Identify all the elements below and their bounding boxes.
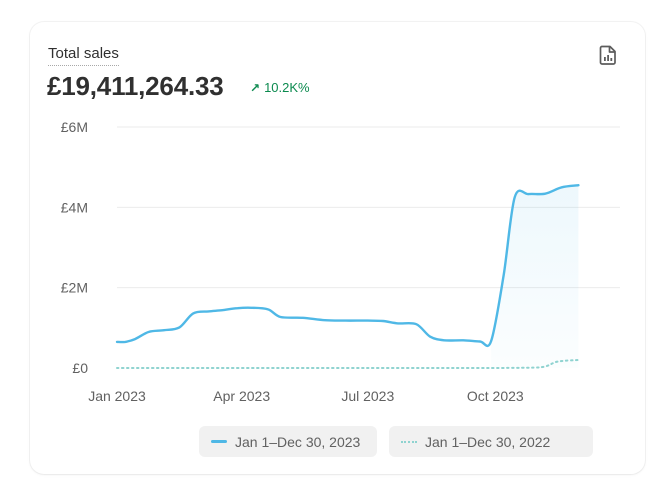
x-tick-label: Apr 2023 xyxy=(213,388,270,404)
sales-line-chart: £0 £2M £4M £6M Jan 2023 Apr 2023 Jul 2023 Oct … xyxy=(61,119,620,404)
metric-value: £19,411,264.33 xyxy=(47,71,224,101)
y-tick-label: £4M xyxy=(61,199,88,215)
y-tick-label: £2M xyxy=(61,280,88,296)
series-line-2023 xyxy=(115,184,580,348)
delta-badge: ↗ 10.2K% xyxy=(250,80,310,96)
legend-item-2022[interactable]: Jan 1–Dec 30, 2022 xyxy=(389,426,593,457)
legend-label-2022: Jan 1–Dec 30, 2022 xyxy=(425,433,551,450)
x-tick-label: Jul 2023 xyxy=(341,388,394,404)
export-report-button[interactable] xyxy=(597,44,619,66)
delta-value: 10.2K% xyxy=(264,80,310,95)
chart-legend: Jan 1–Dec 30, 2023 Jan 1–Dec 30, 2022 xyxy=(199,426,593,457)
file-chart-icon xyxy=(599,45,616,65)
legend-item-2023[interactable]: Jan 1–Dec 30, 2023 xyxy=(199,426,377,457)
series-line-2022 xyxy=(116,359,580,370)
x-tick-label: Jan 2023 xyxy=(88,388,146,404)
series-area-2023 xyxy=(491,185,579,368)
x-tick-label: Oct 2023 xyxy=(467,388,524,404)
dotted-line-swatch xyxy=(401,440,417,443)
y-tick-label: £6M xyxy=(61,119,88,135)
legend-label-2023: Jan 1–Dec 30, 2023 xyxy=(235,433,361,450)
solid-line-swatch xyxy=(211,440,227,443)
arrow-up-right-icon: ↗ xyxy=(250,81,261,95)
metric-label[interactable]: Total sales xyxy=(48,45,119,66)
y-tick-label: £0 xyxy=(72,360,88,376)
